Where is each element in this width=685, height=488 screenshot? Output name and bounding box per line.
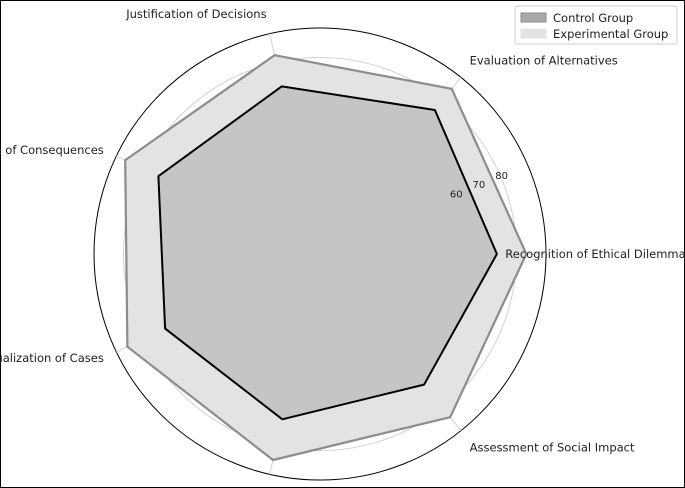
- series-control-polygon: [157, 85, 498, 421]
- legend-swatch-experimental: [520, 28, 547, 39]
- legend-label-experimental: Experimental Group: [553, 27, 668, 41]
- axis-label: Contextualization of Cases: [0, 351, 104, 365]
- legend-box: [514, 5, 678, 45]
- axis-label: Assessment of Social Impact: [470, 441, 635, 455]
- r-tick-label: 80: [495, 171, 508, 182]
- axis-label: Recognition of Ethical Dilemmas: [505, 247, 685, 261]
- axis-label: Consideration of Consequences: [0, 143, 104, 157]
- radar-series: [124, 54, 528, 462]
- axis-label: Evaluation of Alternatives: [470, 53, 618, 67]
- axis-labels: 60 70 80 Recognition of Ethical Dilemmas Eva…: [0, 7, 685, 488]
- legend-swatch-control: [520, 12, 547, 23]
- legend-label-control: Control Group: [553, 11, 633, 25]
- r-tick-label: 70: [473, 180, 486, 191]
- legend: Control Group Experimental Group: [514, 5, 678, 45]
- axis-label: Justification of Decisions: [125, 7, 266, 21]
- r-tick-label: 60: [450, 190, 463, 201]
